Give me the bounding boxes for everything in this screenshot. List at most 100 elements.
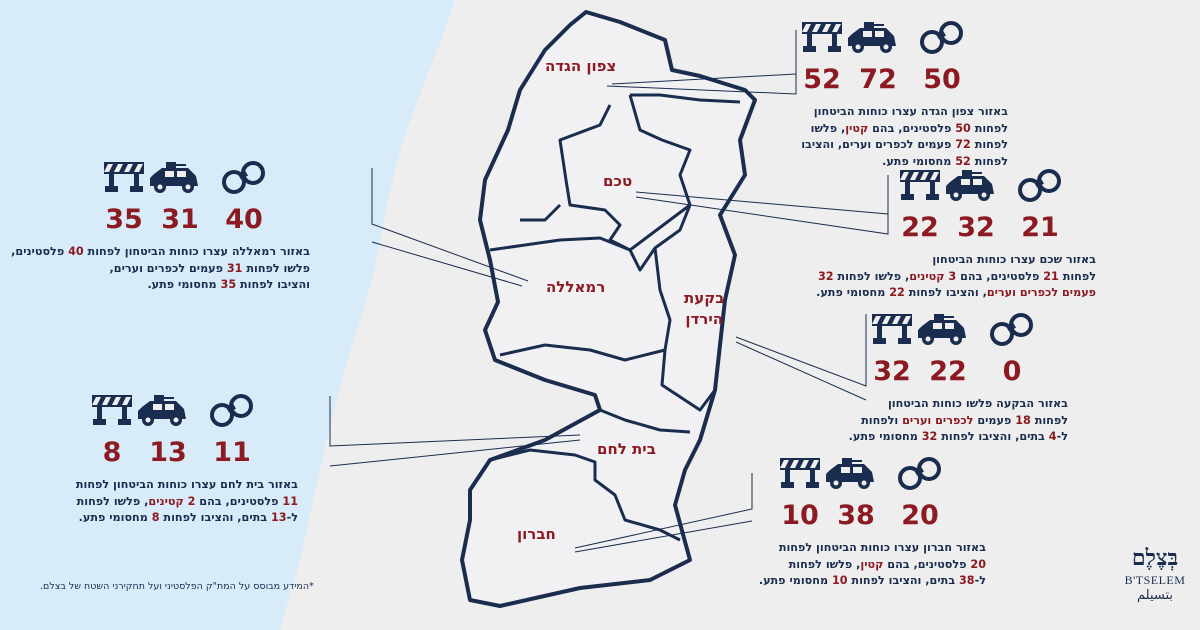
stat-arrests: 40	[225, 204, 263, 235]
logo-arabic: بتسيلم	[1136, 588, 1174, 603]
handcuffs-icon	[990, 312, 1034, 348]
handcuffs-icon	[1018, 168, 1062, 204]
stat-vehicles: 22	[929, 356, 967, 387]
text: פעמים לכפרים וערים, והציבו	[801, 138, 956, 151]
text: פלסטינים, בהם	[868, 121, 956, 135]
text: ולפחות	[861, 413, 903, 427]
text: ל-	[286, 511, 298, 524]
stat-checkpoints: 52	[803, 64, 841, 95]
logo-hebrew: בְּצֶלֶם	[1131, 545, 1179, 571]
west-bank-outline	[460, 10, 757, 608]
description-line: פלשו לפחות 31 פעמים לכפרים וערים,	[11, 261, 310, 278]
text: באזור הבקעה פלשו כוחות הביטחון	[887, 397, 1068, 410]
stats-block-nablus: 22 32 21 באזור שכם עצרו כוחות הביטחון לפחות …	[816, 168, 1096, 299]
text: , פלשו לפחות	[788, 557, 861, 571]
text: באזור חברון עצרו כוחות הביטחון לפחות	[778, 541, 986, 554]
text: פלסטינים, בהם	[195, 494, 283, 508]
description-line: לפחות 21 פלסטינים, בהם 3 קטינים, פלשו לפ…	[816, 269, 1096, 286]
highlight-text: 3 קטינים	[909, 269, 957, 283]
region-label-hebron: חברון	[517, 525, 556, 543]
region-label-north: צפון הגדה	[545, 57, 617, 75]
highlight-text: 50	[955, 121, 971, 135]
stats-block-north: 52 72 50 באזור צפון הגדה עצרו כוחות הביטחון…	[798, 20, 1008, 168]
roadblock-icon	[778, 456, 822, 492]
text: באזור שכם עצרו כוחות הביטחון	[932, 253, 1096, 266]
text: בתים, והציבו לפחות	[937, 430, 1049, 443]
stats-description: באזור רמאללה עצרו כוחות הביטחון לפחות 40…	[11, 244, 310, 294]
highlight-text: קטין	[860, 557, 884, 571]
description-line: באזור צפון הגדה עצרו כוחות הביטחון	[801, 104, 1008, 121]
text: והציבו לפחות	[236, 278, 310, 291]
description-line: ל-38 בתים, והציבו לפחות 10 מחסומי פתע.	[759, 573, 986, 590]
logo-latin: B'TSELEM	[1124, 573, 1186, 587]
highlight-text: קטין	[845, 121, 869, 135]
text: לפחות	[1058, 269, 1096, 283]
highlight-text: 52	[955, 154, 971, 168]
leader-lines	[329, 30, 889, 553]
stat-arrests: 50	[923, 64, 961, 95]
stats-block-hebron: 10 38 20 באזור חברון עצרו כוחות הביטחון לפח…	[759, 456, 986, 587]
military-jeep-icon	[150, 160, 200, 196]
text: לפחות	[970, 138, 1008, 151]
stat-vehicles: 38	[837, 500, 875, 531]
roadblock-icon	[90, 393, 134, 429]
military-jeep-icon	[918, 312, 968, 348]
description-line: פעמים לכפרים וערים, והציבו לפחות 22 מחסו…	[816, 285, 1096, 302]
highlight-text: 10	[831, 574, 848, 587]
stat-checkpoints: 22	[901, 212, 939, 243]
stat-arrests: 0	[1002, 356, 1022, 387]
stats-description: באזור הבקעה פלשו כוחות הביטחון לפחות 18 פ…	[849, 396, 1068, 446]
highlight-text: 72	[955, 138, 971, 151]
description-line: לפחות 50 פלסטינים, בהם קטין, פלשו	[801, 121, 1008, 138]
stats-block-bethlehem: 8 13 11 באזור בית לחם עצרו כוחות הביטחון לפ…	[76, 393, 298, 533]
btselem-logo: בְּצֶלֶם B'TSELEM بتسيلم	[1116, 545, 1194, 603]
mediterranean-sea	[0, 0, 455, 630]
text: מחסומי פתע.	[816, 286, 890, 299]
handcuffs-icon	[898, 456, 942, 492]
highlight-text: 22	[889, 286, 905, 299]
stats-description: באזור בית לחם עצרו כוחות הביטחון לפחות 11…	[76, 477, 298, 527]
text: , פלשו לפחות	[76, 494, 149, 508]
text: באזור רמאללה עצרו כוחות הביטחון לפחות	[83, 245, 310, 258]
text: באזור בית לחם עצרו כוחות הביטחון לפחות	[75, 478, 298, 491]
district-borders	[489, 93, 741, 542]
region-label-ramallah: רמאללה	[546, 278, 606, 296]
highlight-text: 13	[271, 511, 287, 524]
military-jeep-icon	[826, 456, 876, 492]
stats-block-ramallah: 35 31 40 באזור רמאללה עצרו כוחות הביטחון לפ…	[11, 160, 310, 300]
stat-checkpoints: 32	[873, 356, 911, 387]
highlight-text: 32	[817, 269, 834, 283]
handcuffs-icon	[210, 393, 254, 429]
text: פעמים	[973, 413, 1016, 427]
highlight-text: 18	[1015, 413, 1031, 427]
text: לפחות	[1030, 413, 1068, 427]
text: מחסומי פתע.	[758, 574, 832, 587]
text: לפחות	[970, 121, 1008, 135]
text: , פלשו לפחות	[833, 269, 910, 283]
highlight-text: 38	[959, 574, 975, 587]
stats-description: באזור צפון הגדה עצרו כוחות הביטחון לפחות …	[801, 104, 1008, 170]
highlight-text: 20	[970, 557, 986, 571]
text: מחסומי פתע.	[882, 154, 956, 168]
text: , פלשו	[810, 121, 846, 135]
highlight-text: 11	[282, 494, 298, 508]
handcuffs-icon	[222, 160, 266, 196]
description-line: ל-13 בתים, והציבו לפחות 8 מחסומי פתע.	[76, 510, 298, 527]
description-line: באזור רמאללה עצרו כוחות הביטחון לפחות 40…	[11, 244, 310, 261]
stat-checkpoints: 35	[105, 204, 143, 235]
description-line: לפחות 72 פעמים לכפרים וערים, והציבו	[801, 137, 1008, 154]
roadblock-icon	[870, 312, 914, 348]
stat-arrests: 11	[213, 437, 251, 468]
highlight-text: 31	[226, 261, 243, 275]
description-line: 20 פלסטינים, בהם קטין, פלשו לפחות	[759, 557, 986, 574]
text: פלשו לפחות	[242, 261, 310, 275]
handcuffs-icon	[920, 20, 964, 56]
roadblock-icon	[898, 168, 942, 204]
highlight-text: 2 קטינים	[148, 494, 196, 508]
text: בתים, והציבו לפחות	[847, 574, 959, 587]
highlight-text: 8	[151, 511, 160, 524]
stats-block-jordan-valley: 32 22 0 באזור הבקעה פלשו כוחות הביטחון לפחות…	[849, 312, 1068, 443]
stats-description: באזור חברון עצרו כוחות הביטחון לפחות 20 פ…	[759, 540, 986, 590]
description-line: לפחות 18 פעמים לכפרים וערים ולפחות	[849, 413, 1068, 430]
